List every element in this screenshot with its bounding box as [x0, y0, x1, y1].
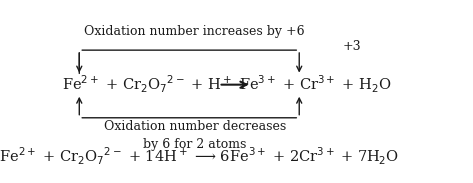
Text: 6Fe$^{2+}$ + Cr$_2$O$_7$$^{2-}$ + 14H$^+$ ⟶ 6Fe$^{3+}$ + 2Cr$^{3+}$ + 7H$_2$O: 6Fe$^{2+}$ + Cr$_2$O$_7$$^{2-}$ + 14H$^+…: [0, 145, 399, 167]
Text: Fe$^{3+}$ + Cr$^{3+}$ + H$_2$O: Fe$^{3+}$ + Cr$^{3+}$ + H$_2$O: [239, 74, 392, 95]
Text: Fe$^{2+}$ + Cr$_2$O$_7$$^{2-}$ + H$^+$: Fe$^{2+}$ + Cr$_2$O$_7$$^{2-}$ + H$^+$: [62, 74, 232, 95]
Text: Oxidation number increases by +6: Oxidation number increases by +6: [85, 25, 305, 38]
Text: +3: +3: [343, 40, 362, 53]
Text: Oxidation number decreases
by 6 for 2 atoms: Oxidation number decreases by 6 for 2 at…: [104, 120, 286, 151]
